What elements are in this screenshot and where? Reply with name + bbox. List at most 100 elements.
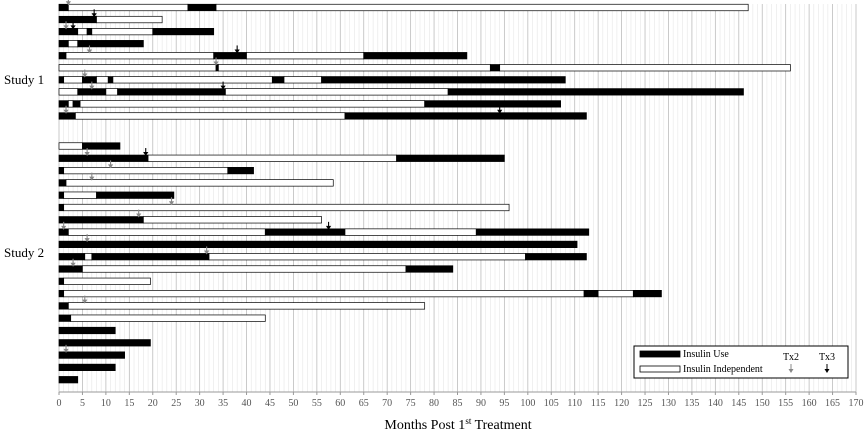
x-tick-label: 100	[520, 398, 535, 409]
patient-row	[58, 290, 662, 298]
segment-insulin-use	[58, 376, 79, 384]
x-tick-label: 30	[195, 398, 205, 409]
x-tick-label: 150	[755, 398, 770, 409]
patient-row	[58, 302, 426, 310]
patient-row	[58, 240, 578, 248]
segment-insulin-use	[227, 167, 254, 175]
segment-insulin-independent	[70, 314, 266, 322]
segment-insulin-independent	[58, 88, 79, 96]
tx2-arrow-icon	[89, 81, 95, 90]
segment-insulin-use	[58, 112, 76, 120]
segment-insulin-independent	[82, 265, 407, 273]
x-tick-label: 35	[218, 398, 228, 409]
segment-insulin-independent	[143, 216, 322, 224]
segment-insulin-independent	[105, 88, 118, 96]
tx2-arrow-icon	[89, 172, 95, 181]
x-tick-label: 40	[242, 398, 252, 409]
tx2-arrow-icon	[204, 246, 210, 255]
segment-insulin-use	[396, 154, 505, 162]
x-tick-label: 105	[544, 398, 559, 409]
tx3-arrow-icon	[220, 81, 226, 90]
tx2-arrow-icon	[82, 295, 88, 304]
segment-insulin-use	[58, 363, 116, 371]
segment-insulin-independent	[68, 228, 266, 236]
legend-swatch-insulin-use	[639, 350, 681, 358]
segment-insulin-use	[82, 142, 121, 150]
x-tick-label: 60	[335, 398, 345, 409]
x-tick-label: 160	[802, 398, 817, 409]
segment-insulin-use	[58, 154, 149, 162]
segment-insulin-independent	[499, 64, 791, 72]
x-tick-label: 10	[101, 398, 111, 409]
x-tick-label: 120	[614, 398, 629, 409]
tx3-arrow-icon	[234, 45, 240, 54]
segment-insulin-use	[58, 240, 578, 248]
segment-insulin-independent	[218, 64, 491, 72]
segment-insulin-use	[58, 167, 65, 175]
segment-insulin-independent	[246, 52, 365, 60]
segment-insulin-use	[58, 76, 65, 84]
segment-insulin-use	[405, 265, 454, 273]
segment-insulin-independent	[208, 253, 526, 261]
segment-insulin-use	[58, 326, 116, 335]
patient-row	[58, 253, 587, 261]
markers	[61, 0, 503, 353]
patient-row	[58, 3, 749, 12]
patient-row	[58, 351, 125, 359]
patient-row	[58, 314, 266, 322]
legend-label-tx3: Tx3	[819, 352, 835, 363]
segment-insulin-use	[321, 76, 566, 84]
segment-insulin-independent	[63, 167, 229, 175]
patient-row	[58, 100, 561, 108]
patient-row	[58, 167, 254, 175]
segment-insulin-use	[77, 40, 144, 48]
tx2-arrow-icon	[84, 234, 90, 243]
segment-insulin-use	[344, 112, 587, 120]
segment-insulin-use	[264, 228, 346, 236]
x-tick-label: 90	[476, 398, 486, 409]
patient-row	[58, 112, 587, 120]
segment-insulin-use	[58, 253, 86, 261]
segment-insulin-use	[86, 28, 93, 36]
tx2-arrow-icon	[84, 148, 90, 157]
segment-insulin-independent	[65, 52, 215, 60]
segment-insulin-use	[107, 76, 114, 84]
segment-insulin-independent	[63, 203, 510, 212]
legend-tx3-arrow-icon	[824, 364, 830, 373]
segment-insulin-use	[583, 290, 599, 298]
segment-insulin-independent	[112, 76, 273, 84]
patient-row	[58, 326, 116, 335]
x-tick-label: 170	[849, 398, 864, 409]
segment-insulin-independent	[63, 191, 97, 199]
patient-row	[58, 339, 151, 347]
x-tick-label: 145	[731, 398, 746, 409]
segment-insulin-use	[58, 100, 69, 108]
x-tick-label: 155	[778, 398, 793, 409]
patient-row	[58, 265, 454, 273]
tx2-arrow-icon	[82, 69, 88, 78]
segment-insulin-use	[489, 64, 501, 72]
x-tick-label: 125	[638, 398, 653, 409]
segment-insulin-independent	[597, 290, 634, 298]
segment-insulin-use	[72, 100, 81, 108]
patient-row	[58, 376, 79, 384]
patient-row	[58, 76, 566, 84]
segment-insulin-use	[58, 3, 69, 12]
patient-row	[58, 64, 791, 72]
tx2-arrow-icon	[63, 105, 69, 114]
x-tick-label: 0	[57, 398, 62, 409]
segment-insulin-use	[363, 52, 468, 60]
patient-row	[58, 179, 334, 187]
x-tick-label: 80	[429, 398, 439, 409]
segment-insulin-independent	[225, 88, 449, 96]
group-label-study-2: Study 2	[4, 245, 44, 260]
segment-insulin-independent	[91, 28, 154, 36]
patient-row	[58, 363, 116, 371]
tx2-arrow-icon	[86, 45, 93, 54]
grid	[58, 4, 857, 392]
segment-insulin-independent	[63, 76, 83, 84]
x-tick-label: 130	[661, 398, 676, 409]
x-tick-label: 95	[499, 398, 509, 409]
segment-insulin-independent	[75, 112, 346, 120]
segment-insulin-use	[58, 314, 72, 322]
